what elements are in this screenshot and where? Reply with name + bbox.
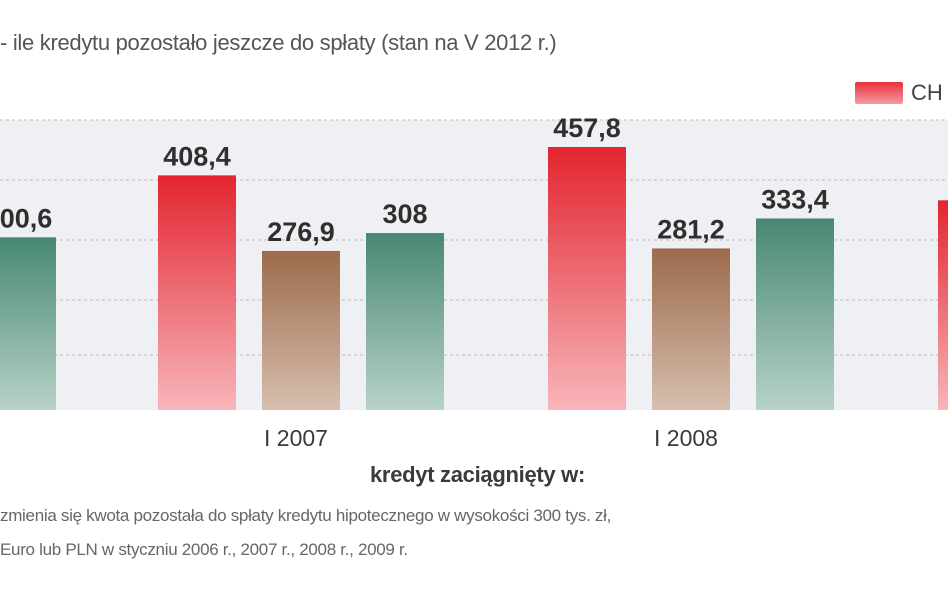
footnote-line-2: Euro lub PLN w styczniu 2006 r., 2007 r.…: [0, 540, 408, 559]
bar-brown: [262, 250, 340, 410]
bar-value-label: 308: [382, 199, 427, 229]
bar-green: [366, 233, 444, 410]
x-axis-title: kredyt zaciągnięty w:: [370, 462, 586, 487]
bar-value-label: 00,6: [0, 203, 52, 233]
bars: [0, 147, 948, 410]
x-tick-label: I 2007: [264, 425, 328, 451]
bar-value-label: 281,2: [657, 214, 725, 244]
chart-subtitle: - ile kredytu pozostało jeszcze do spłat…: [0, 30, 557, 55]
bar-brown: [652, 248, 730, 410]
bar-value-label: 333,4: [761, 184, 829, 214]
bar-red: [158, 175, 236, 410]
footnote-line-1: zmienia się kwota pozostała do spłaty kr…: [0, 506, 612, 525]
bar-value-label: 408,4: [163, 141, 231, 171]
x-tick-labels: I 2007 I 2008: [264, 425, 718, 451]
bar-value-label: 457,8: [553, 113, 621, 143]
value-labels: 00,6 408,4 276,9 308 457,8 281,2 333,4: [0, 113, 829, 247]
bar-red: [548, 147, 626, 410]
bar-value-label: 276,9: [267, 217, 335, 247]
legend-swatch-red: [855, 82, 903, 104]
bar-green: [756, 218, 834, 410]
bar-red: [938, 200, 948, 410]
legend-label: CH: [911, 80, 943, 105]
x-tick-label: I 2008: [654, 425, 718, 451]
bar-green: [0, 237, 56, 410]
legend: CH: [855, 80, 943, 106]
